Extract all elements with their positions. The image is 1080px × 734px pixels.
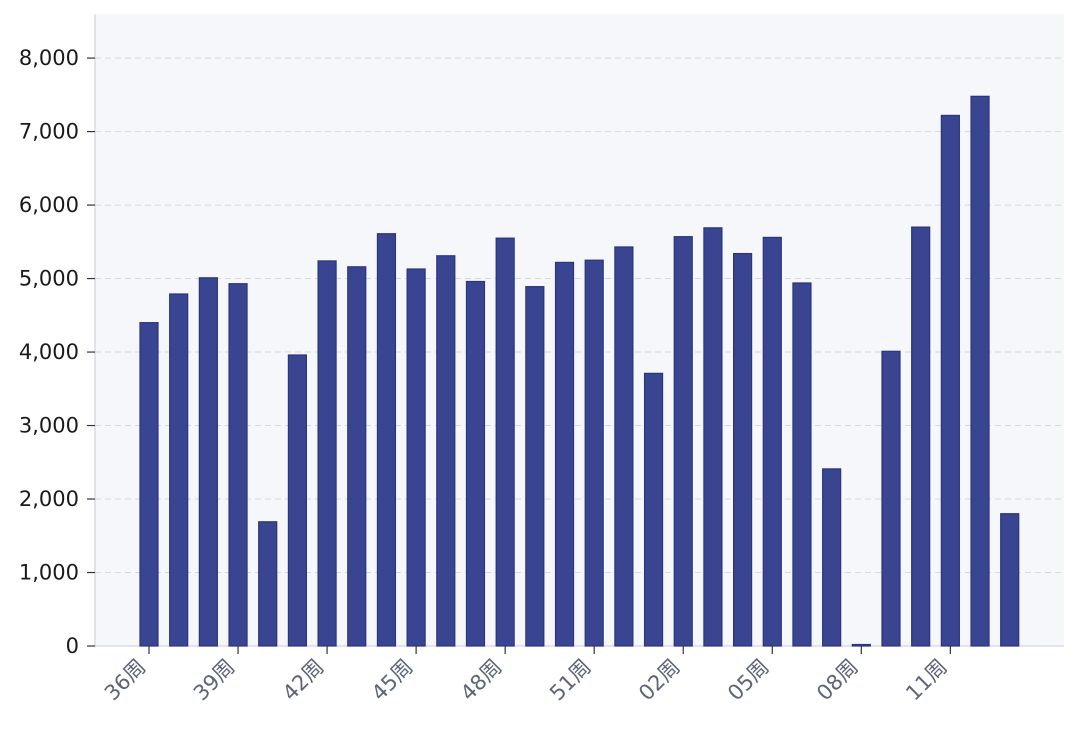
y-tick-label: 8,000 bbox=[19, 46, 79, 70]
bar bbox=[495, 237, 515, 647]
bar bbox=[228, 283, 248, 647]
y-tick-label: 2,000 bbox=[19, 487, 79, 511]
bar bbox=[822, 468, 842, 647]
x-tick-label: 08周 bbox=[812, 655, 863, 706]
bar bbox=[406, 268, 426, 647]
plot-background bbox=[95, 14, 1064, 646]
bar bbox=[465, 280, 486, 647]
x-tick-label: 11周 bbox=[901, 655, 952, 706]
y-tick-label: 0 bbox=[66, 634, 79, 658]
bar bbox=[436, 255, 456, 647]
bar bbox=[554, 261, 575, 647]
x-tick-label: 39周 bbox=[189, 655, 240, 706]
bar bbox=[703, 227, 723, 647]
bar bbox=[376, 233, 397, 647]
bar bbox=[614, 246, 634, 647]
bar bbox=[525, 286, 545, 647]
bar bbox=[881, 350, 901, 647]
bar bbox=[851, 643, 871, 647]
y-tick-label: 7,000 bbox=[19, 120, 79, 144]
x-tick-label: 42周 bbox=[278, 655, 329, 706]
bar bbox=[287, 354, 307, 647]
bar bbox=[139, 322, 159, 647]
bar bbox=[762, 236, 782, 647]
y-tick-label: 4,000 bbox=[19, 340, 79, 364]
x-tick-label: 36周 bbox=[100, 655, 151, 706]
bar bbox=[911, 226, 931, 647]
bar bbox=[792, 282, 812, 647]
bar bbox=[970, 95, 990, 647]
x-tick-label: 02周 bbox=[634, 655, 685, 706]
bar bbox=[673, 236, 693, 647]
bar bbox=[169, 293, 189, 647]
y-tick-label: 3,000 bbox=[19, 414, 79, 438]
bar bbox=[347, 266, 367, 647]
bar bbox=[643, 372, 664, 647]
bar bbox=[258, 521, 278, 647]
x-tick-label: 05周 bbox=[723, 655, 774, 706]
bar bbox=[317, 260, 337, 647]
bar bbox=[732, 252, 753, 647]
x-tick-label: 45周 bbox=[367, 655, 418, 706]
y-tick-label: 6,000 bbox=[19, 193, 79, 217]
y-tick-label: 5,000 bbox=[19, 267, 79, 291]
bar bbox=[1000, 513, 1020, 647]
x-tick-label: 51周 bbox=[545, 655, 596, 706]
bar bbox=[198, 277, 218, 647]
y-tick-label: 1,000 bbox=[19, 561, 79, 585]
bar bbox=[940, 114, 960, 647]
bar bbox=[584, 259, 604, 647]
x-tick-label: 48周 bbox=[456, 655, 507, 706]
